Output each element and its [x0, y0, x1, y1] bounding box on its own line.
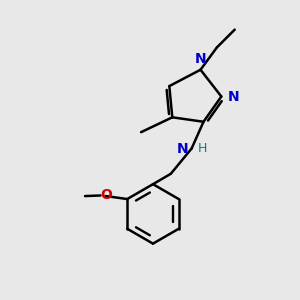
Text: O: O — [100, 188, 112, 202]
Text: N: N — [228, 89, 239, 103]
Text: N: N — [176, 142, 188, 155]
Text: N: N — [195, 52, 206, 66]
Text: H: H — [198, 142, 208, 155]
